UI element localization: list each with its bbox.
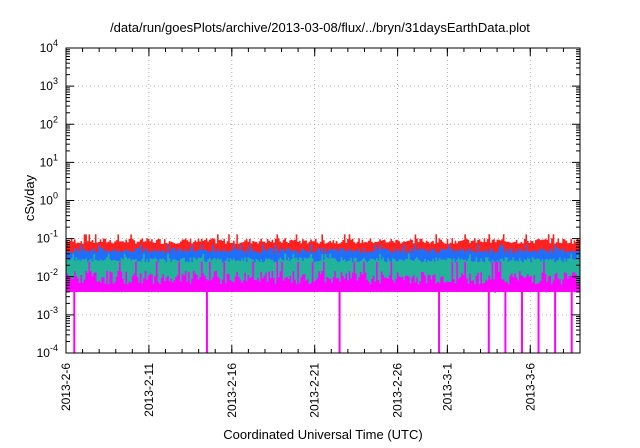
- chart-series: [66, 234, 580, 353]
- x-tick-label: 2013-2-6: [59, 363, 73, 411]
- series-band: [66, 261, 580, 292]
- chart-title: /data/run/goesPlots/archive/2013-03-08/f…: [110, 20, 530, 35]
- y-tick-label: 10-3: [37, 305, 58, 322]
- x-tick-label: 2013-3-6: [523, 363, 537, 411]
- x-tick-label: 2013-2-21: [308, 363, 322, 418]
- x-axis-label: Coordinated Universal Time (UTC): [223, 427, 423, 442]
- y-tick-label: 100: [40, 191, 58, 208]
- y-tick-label: 104: [40, 38, 58, 55]
- y-tick-label: 102: [40, 114, 58, 131]
- y-tick-label: 10-1: [37, 229, 58, 246]
- x-tick-label: 2013-2-11: [142, 363, 156, 417]
- y-tick-label: 10-2: [37, 267, 58, 284]
- series-band-edge: [66, 287, 580, 293]
- plot-frame: [65, 47, 581, 354]
- y-tick-label: 10-4: [37, 343, 58, 360]
- y-axis-label: cSv/day: [22, 174, 37, 222]
- y-tick-label: 103: [40, 76, 58, 93]
- x-tick-label: 2013-2-26: [391, 363, 405, 418]
- x-tick-label: 2013-3-1: [440, 363, 454, 411]
- x-tick-label: 2013-2-16: [225, 363, 239, 418]
- chart-axes: 10-4 10-3 10-2 10-1 100 101 102 103 104 2013-2-6 2…: [37, 38, 581, 418]
- y-tick-label: 101: [40, 152, 58, 169]
